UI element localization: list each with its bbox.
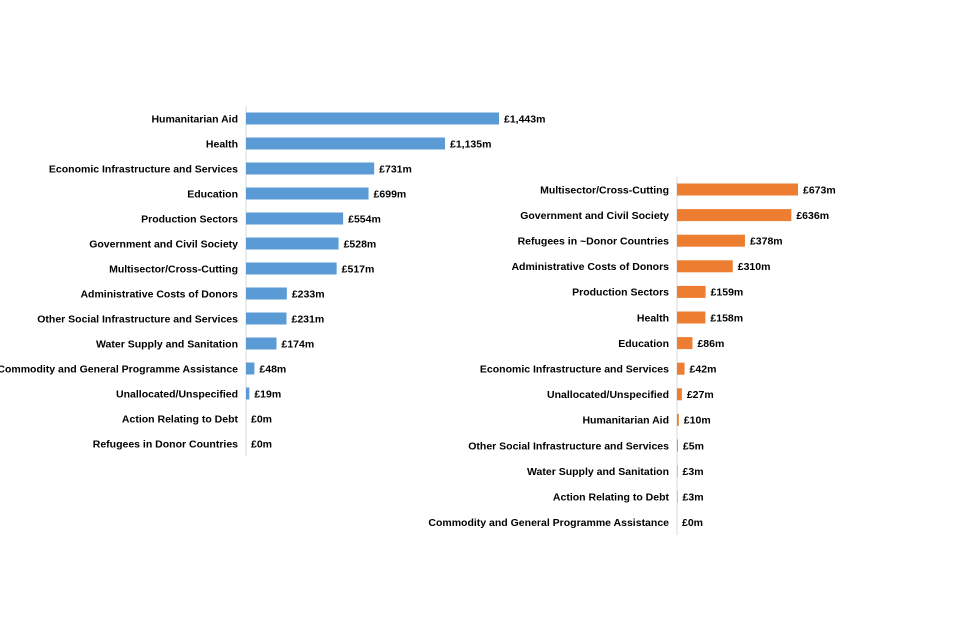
left-bar xyxy=(246,337,277,350)
left-category-label: Unallocated/Unspecified xyxy=(116,388,238,400)
right-category-label: Multisector/Cross-Cutting xyxy=(540,184,669,196)
left-bar xyxy=(246,262,337,275)
right-bar xyxy=(677,285,706,298)
right-category-label: Production Sectors xyxy=(572,287,669,299)
right-bar xyxy=(677,490,678,503)
right-value-label: £159m xyxy=(711,287,744,299)
right-value-label: £378m xyxy=(750,236,783,248)
right-category-label: Education xyxy=(618,338,669,350)
left-value-label: £517m xyxy=(342,263,375,275)
right-category-label: Health xyxy=(637,312,669,324)
left-value-label: £48m xyxy=(259,363,286,375)
right-value-label: £27m xyxy=(687,389,714,401)
right-value-label: £0m xyxy=(682,517,703,529)
bilateral-sector-chart-left: Humanitarian Aid £1,443m Health £1,135m Econ… xyxy=(0,106,545,456)
right-bar xyxy=(677,388,682,401)
left-value-label: £1,443m xyxy=(504,113,545,125)
right-bar xyxy=(677,311,706,324)
left-bar xyxy=(246,387,250,400)
left-bar xyxy=(246,112,499,125)
right-category-label: Unallocated/Unspecified xyxy=(547,389,669,401)
left-value-label: £554m xyxy=(348,213,381,225)
right-bar xyxy=(677,362,685,375)
right-bar xyxy=(677,413,679,426)
left-category-label: Administrative Costs of Donors xyxy=(80,288,238,300)
right-value-label: £3m xyxy=(683,466,704,478)
left-category-label: Water Supply and Sanitation xyxy=(96,338,238,350)
right-bar xyxy=(677,209,792,222)
left-value-label: £233m xyxy=(292,288,325,300)
right-bar xyxy=(677,183,798,196)
left-value-label: £174m xyxy=(282,338,315,350)
right-bar xyxy=(677,465,678,478)
left-category-label: Action Relating to Debt xyxy=(122,413,239,425)
right-category-label: Action Relating to Debt xyxy=(553,492,670,504)
left-value-label: £1,135m xyxy=(450,138,491,150)
right-value-label: £310m xyxy=(738,261,771,273)
left-bar xyxy=(246,287,287,300)
left-category-label: Government and Civil Society xyxy=(89,238,238,250)
right-bar xyxy=(677,337,693,350)
right-category-label: Other Social Infrastructure and Services xyxy=(468,440,669,452)
left-category-label: Multisector/Cross-Cutting xyxy=(109,263,238,275)
left-category-label: Other Social Infrastructure and Services xyxy=(37,313,238,325)
right-value-label: £10m xyxy=(684,415,711,427)
left-category-label: Refugees in Donor Countries xyxy=(93,438,238,450)
left-value-label: £699m xyxy=(374,188,407,200)
left-bar xyxy=(246,362,255,375)
right-value-label: £673m xyxy=(803,184,836,196)
right-value-label: £86m xyxy=(697,338,724,350)
left-category-label: Commodity and General Programme Assistan… xyxy=(0,363,238,375)
right-bar xyxy=(677,234,745,247)
left-category-label: Humanitarian Aid xyxy=(151,113,238,125)
right-bar xyxy=(677,439,678,452)
left-value-label: £231m xyxy=(292,313,325,325)
left-category-label: Health xyxy=(206,138,238,150)
left-category-label: Education xyxy=(187,188,238,200)
left-category-label: Economic Infrastructure and Services xyxy=(49,163,238,175)
right-value-label: £636m xyxy=(796,210,829,222)
bilateral-sector-chart-right: Multisector/Cross-Cutting £673m Government… xyxy=(428,176,836,536)
right-value-label: £42m xyxy=(690,364,717,376)
right-category-label: Administrative Costs of Donors xyxy=(511,261,669,273)
right-value-label: £158m xyxy=(710,312,743,324)
right-category-label: Humanitarian Aid xyxy=(582,415,669,427)
left-bar xyxy=(246,137,445,150)
left-bar xyxy=(246,237,339,250)
right-value-label: £3m xyxy=(683,492,704,504)
right-bar xyxy=(677,260,733,273)
left-value-label: £0m xyxy=(251,438,272,450)
left-value-label: £0m xyxy=(251,413,272,425)
left-bar xyxy=(246,187,369,200)
right-value-label: £5m xyxy=(683,440,704,452)
left-value-label: £19m xyxy=(254,388,281,400)
left-value-label: £731m xyxy=(379,163,412,175)
left-category-label: Production Sectors xyxy=(141,213,238,225)
left-bar xyxy=(246,312,287,325)
right-category-label: Commodity and General Programme Assistan… xyxy=(428,517,669,529)
right-category-label: Refugees in ~Donor Countries xyxy=(518,236,670,248)
left-value-label: £528m xyxy=(344,238,377,250)
right-category-label: Water Supply and Sanitation xyxy=(527,466,669,478)
left-bar xyxy=(246,162,375,175)
left-bar xyxy=(246,212,344,225)
right-category-label: Government and Civil Society xyxy=(520,210,669,222)
right-category-label: Economic Infrastructure and Services xyxy=(480,364,669,376)
